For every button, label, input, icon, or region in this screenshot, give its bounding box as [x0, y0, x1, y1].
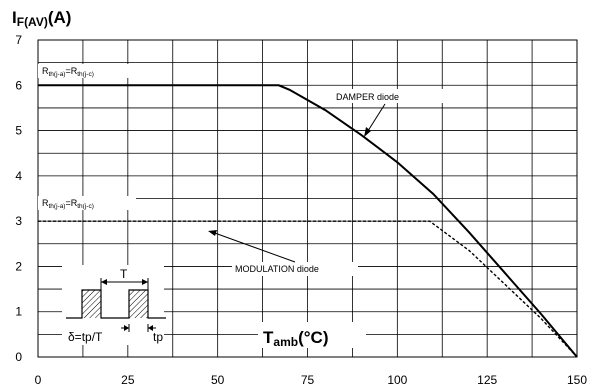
x-tick-label: 50	[211, 373, 225, 387]
rth-annotation-upper: Rth(j-a)=Rth(j-c)	[38, 64, 136, 78]
duty-cycle-label: δ=tp/T	[68, 330, 103, 344]
tp-label: tp	[153, 330, 163, 344]
y-tick-label: 3	[15, 214, 22, 228]
y-tick-label: 1	[15, 305, 22, 319]
y-tick-label: 5	[15, 124, 22, 138]
series-line-damper	[38, 84, 578, 358]
x-tick-label: 75	[301, 373, 315, 387]
svg-text:Rth(j-a)=Rth(j-c): Rth(j-a)=Rth(j-c)	[42, 198, 94, 210]
x-tick-label: 0	[35, 373, 42, 387]
y-tick-label: 4	[15, 169, 22, 183]
series-line-modulation	[38, 220, 578, 358]
x-tick-label: 125	[477, 373, 497, 387]
y-axis-label: IF(AV)(A)	[12, 8, 71, 29]
damper-label: DAMPER diode	[336, 92, 399, 102]
modulation-label-group: MODULATION diode	[208, 230, 358, 276]
x-tick-label: 150	[567, 373, 587, 387]
y-tick-label: 2	[15, 259, 22, 273]
series-group	[38, 84, 578, 358]
tick-labels: 0 25 50 75 100 125 150 0 1 2 3 4 5 6 7	[15, 33, 587, 387]
modulation-label: MODULATION diode	[235, 264, 319, 274]
x-axis-label: Tamb(°C)	[263, 328, 328, 349]
y-tick-label: 7	[15, 33, 22, 47]
y-tick-label: 6	[15, 78, 22, 92]
x-tick-label: 25	[121, 373, 135, 387]
damper-label-group: DAMPER diode	[334, 89, 446, 137]
svg-text:Rth(j-a)=Rth(j-c): Rth(j-a)=Rth(j-c)	[42, 66, 94, 78]
x-tick-label: 100	[387, 373, 407, 387]
pulse-inset: T δ=tp/T tp	[62, 265, 166, 345]
y-tick-label: 0	[15, 350, 22, 364]
period-label: T	[120, 267, 128, 281]
rth-annotation-lower: Rth(j-a)=Rth(j-c)	[38, 196, 136, 210]
